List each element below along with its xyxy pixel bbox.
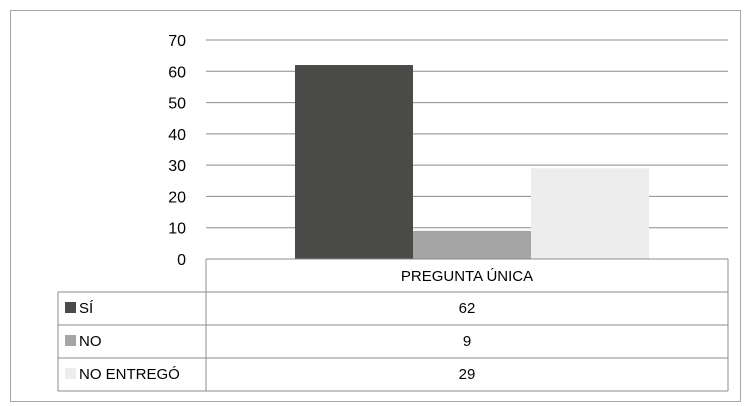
y-axis-ticks: 0 10 20 30 40 50 60 70 — [168, 33, 186, 269]
series-name: NO ENTREGÓ — [79, 366, 180, 383]
legend-key — [65, 368, 76, 379]
y-tick-label: 10 — [168, 221, 186, 238]
data-label: 9 — [463, 333, 471, 350]
series-name: NO — [79, 333, 102, 350]
data-label: 29 — [459, 366, 476, 383]
bars — [295, 65, 649, 260]
y-tick-label: 20 — [168, 189, 186, 206]
gridlines — [206, 39, 728, 260]
legend-key — [65, 335, 76, 346]
bar — [531, 168, 649, 259]
y-tick-label: 60 — [168, 64, 186, 81]
series-name: SÍ — [79, 300, 94, 317]
y-tick-label: 50 — [168, 96, 186, 113]
category-label: PREGUNTA ÚNICA — [401, 268, 533, 285]
data-table: PREGUNTA ÚNICA SÍ 62 NO 9 NO ENTREGÓ 29 — [57, 258, 729, 392]
legend-key — [65, 302, 76, 313]
bar — [295, 65, 413, 260]
bar — [413, 230, 531, 259]
y-tick-label: 40 — [168, 127, 186, 144]
y-tick-label: 70 — [168, 33, 186, 50]
y-tick-label: 30 — [168, 158, 186, 175]
data-label: 62 — [459, 300, 476, 317]
y-tick-label: 0 — [177, 252, 186, 269]
